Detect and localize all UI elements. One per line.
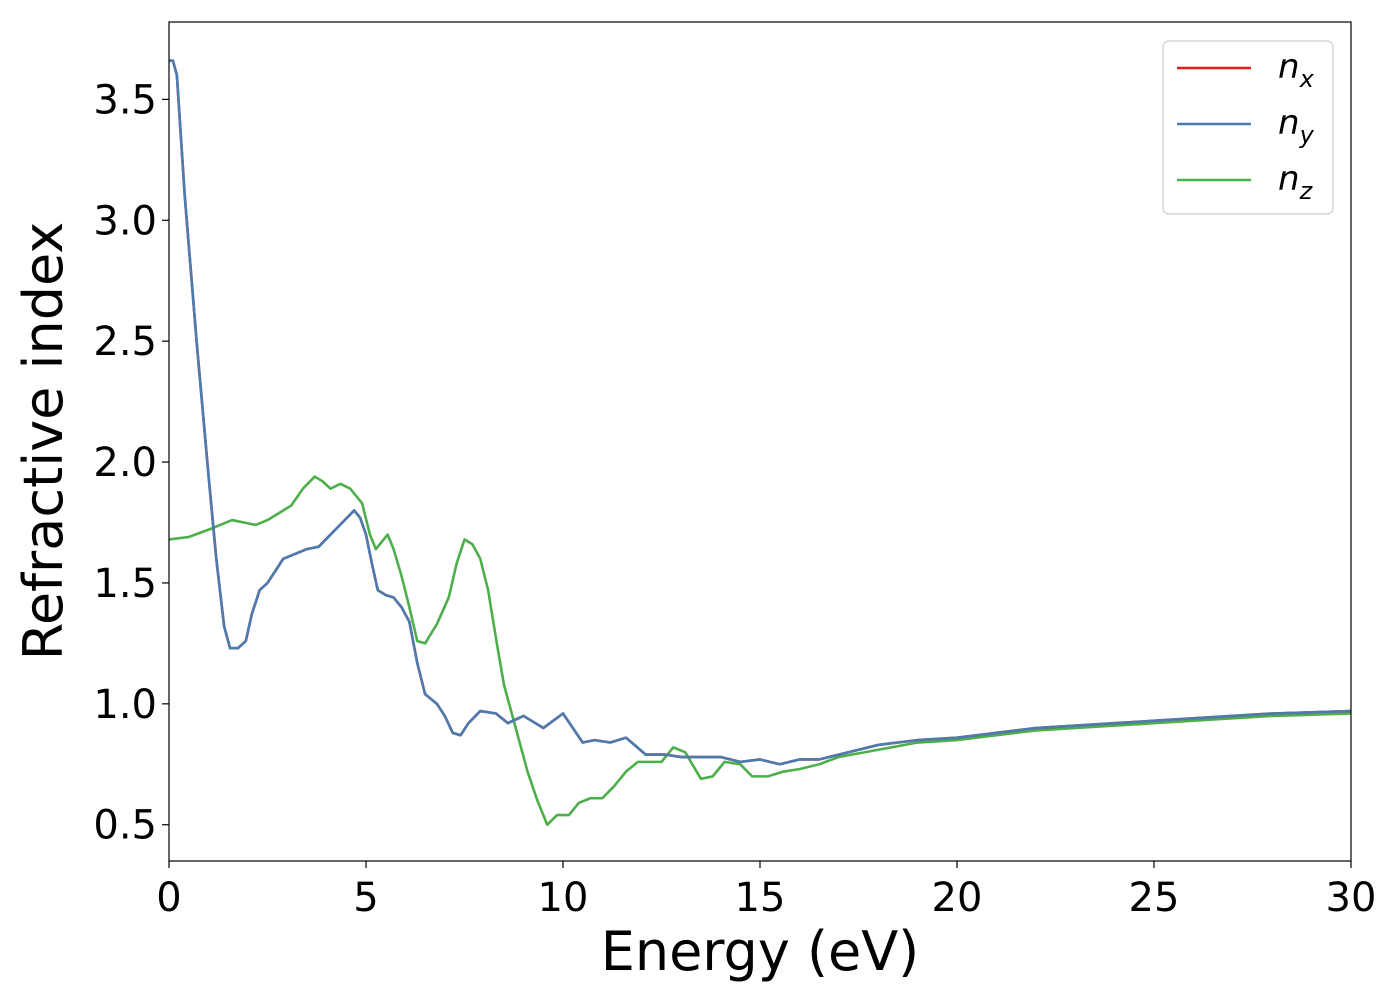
y-tick-label: 2.0 [93, 440, 157, 486]
x-tick-label: 5 [353, 875, 378, 921]
legend-label-subscript: y [1299, 121, 1315, 149]
y-tick-label: 1.0 [93, 682, 157, 728]
x-tick-label: 10 [538, 875, 589, 921]
series-line-ny [169, 59, 1351, 766]
legend-label-subscript: x [1299, 65, 1315, 93]
legend-box [1162, 40, 1334, 215]
x-tick-label: 30 [1326, 875, 1377, 921]
legend-label-nz: nz [1278, 159, 1314, 205]
x-tick-label: 25 [1129, 875, 1180, 921]
y-axis-title: Refractive index [12, 222, 75, 661]
x-axis-title: Energy (eV) [601, 920, 920, 983]
y-tick-label: 0.5 [93, 803, 157, 849]
legend-label-nx: nx [1278, 47, 1315, 93]
series-layer [169, 59, 1351, 827]
y-tick-label: 2.5 [93, 319, 157, 365]
legend-label-base: n [1278, 103, 1300, 143]
y-tick-label: 1.5 [93, 561, 157, 607]
legend-label-ny: ny [1278, 103, 1315, 149]
legend-label-base: n [1278, 159, 1300, 199]
y-axis: 0.5 1.0 1.5 2.0 2.5 3.0 3.5 [93, 77, 169, 849]
x-axis: 0 5 10 15 20 25 30 [156, 861, 1376, 921]
x-tick-label: 20 [932, 875, 983, 921]
legend-label-base: n [1278, 47, 1300, 87]
y-tick-label: 3.5 [93, 77, 157, 123]
x-tick-label: 0 [156, 875, 181, 921]
y-tick-label: 3.0 [93, 198, 157, 244]
x-tick-label: 15 [735, 875, 786, 921]
series-line-nz [169, 475, 1351, 827]
legend-label-subscript: z [1299, 177, 1314, 205]
